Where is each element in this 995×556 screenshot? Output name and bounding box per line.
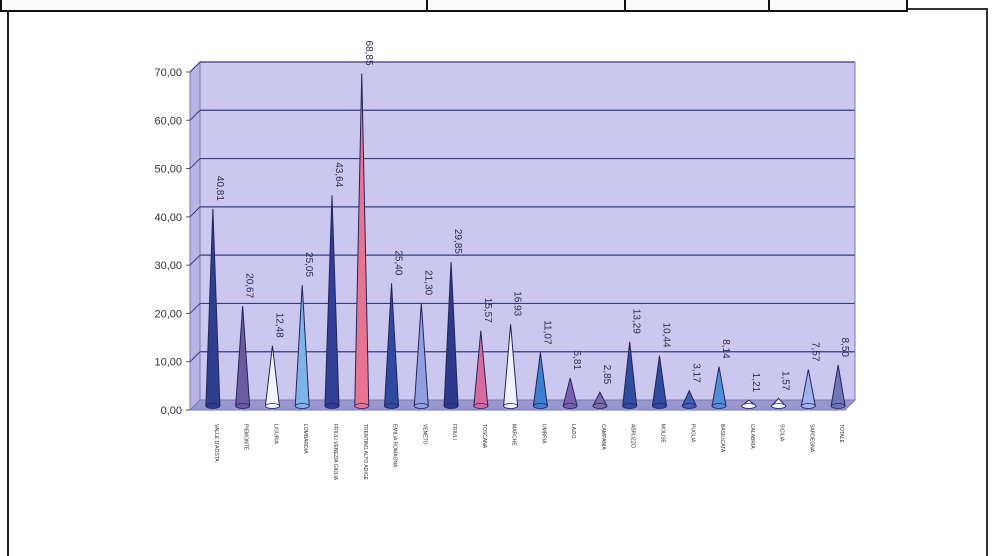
category-label-11: MARCHE [511, 424, 517, 446]
frame-border-right [986, 8, 988, 556]
value-label-1: 40,81 [214, 176, 225, 201]
y-tick-label: 0,00 [161, 405, 182, 417]
category-label-17: PUGLIA [689, 424, 695, 443]
category-label-9: FRIULI [451, 424, 457, 440]
category-label-20: SICILIA [779, 424, 785, 442]
value-label-9: 29,85 [452, 229, 463, 254]
bar-base-18 [711, 403, 727, 409]
bar-base-2 [235, 403, 251, 409]
value-label-17: 3,17 [690, 363, 701, 383]
value-label-6: 68,85 [363, 41, 374, 66]
bar-base-5 [324, 403, 340, 409]
value-label-5: 43,64 [333, 162, 344, 187]
table-divider [624, 0, 626, 10]
gridline-side [189, 109, 201, 121]
category-label-1: VALLE D'AOSTA [213, 424, 219, 462]
y-tick-label: 20,00 [154, 308, 182, 320]
bar-base-21 [800, 403, 816, 409]
bar-base-12 [532, 403, 548, 409]
gridline-side [189, 351, 201, 363]
gridline-side [189, 206, 201, 218]
category-label-2: PIEMONTE [243, 424, 249, 451]
gridline-side [189, 254, 201, 266]
bar-base-22 [830, 403, 846, 409]
gridline-side [189, 158, 201, 169]
y-tick-label: 60,00 [154, 115, 182, 127]
category-label-22: TOTALE [838, 424, 844, 444]
y-tick-label: 30,00 [154, 260, 182, 272]
bar-base-15 [622, 403, 638, 409]
bar-base-9 [443, 403, 459, 409]
category-label-12: UMBRIA [540, 424, 546, 444]
bar-base-11 [503, 403, 519, 409]
y-tick-label: 70,00 [154, 67, 182, 79]
value-label-18: 8,14 [720, 339, 731, 359]
value-label-10: 15,57 [482, 298, 493, 323]
value-label-4: 25,05 [303, 252, 314, 277]
bar-base-19 [741, 403, 757, 409]
side-wall [189, 60, 201, 412]
bar-base-16 [652, 403, 667, 409]
bar-base-7 [384, 403, 399, 409]
value-label-22: 8,50 [839, 337, 850, 357]
value-label-14: 2,85 [601, 365, 612, 385]
value-label-15: 13,29 [631, 309, 642, 334]
category-label-6: TRENTINO ALTO ADIGE [362, 424, 368, 481]
value-label-13: 5,81 [571, 350, 582, 370]
frame-border-left [7, 12, 9, 556]
category-label-16: MOLISE [659, 424, 665, 444]
value-label-11: 16,93 [512, 291, 523, 316]
category-label-14: CAMPANIA [600, 424, 606, 450]
y-tick-label: 10,00 [154, 357, 182, 369]
value-label-20: 1,57 [780, 371, 791, 391]
category-label-21: SARDEGNA [808, 424, 814, 453]
bar-base-1 [205, 403, 221, 409]
category-label-3: LIGURIA [272, 424, 278, 445]
value-label-19: 1,21 [750, 373, 761, 393]
bar-base-20 [771, 403, 786, 409]
category-label-15: ABRUZZO [630, 424, 636, 448]
category-label-5: FRIULI VENEZIA GIULIA [332, 424, 338, 481]
bar-base-4 [294, 403, 310, 409]
category-label-13: LAZIO [570, 424, 576, 439]
bar-base-6 [354, 403, 370, 409]
top-rule [908, 8, 988, 10]
category-label-19: CALABRIA [749, 424, 755, 449]
value-label-16: 10,44 [660, 323, 671, 348]
value-label-21: 7,57 [809, 342, 820, 362]
gridline-side [189, 303, 201, 314]
bar-base-8 [413, 403, 429, 409]
category-label-10: TOSCANA [481, 424, 487, 449]
value-label-12: 11,07 [541, 320, 552, 345]
bar-base-3 [265, 403, 280, 409]
category-label-8: VENETO [421, 424, 427, 445]
bar-base-14 [592, 403, 608, 409]
category-label-4: LOMBARDIA [302, 424, 308, 454]
y-tick-label: 50,00 [154, 164, 182, 176]
table-divider [768, 0, 770, 10]
value-label-3: 12,48 [273, 313, 284, 338]
bar-base-10 [473, 403, 489, 409]
value-label-8: 21,30 [422, 270, 433, 295]
y-tick-label: 40,00 [154, 212, 182, 224]
value-label-2: 20,67 [244, 273, 255, 298]
category-label-7: EMILIA ROMAGNA [392, 424, 398, 468]
value-label-7: 25,40 [393, 250, 404, 275]
top-table-strip [0, 0, 908, 12]
category-label-18: BASILICATA [719, 424, 725, 453]
bar-base-13 [562, 403, 578, 409]
bar-base-17 [681, 403, 697, 409]
table-divider [426, 0, 428, 10]
gridline-side [189, 61, 201, 73]
